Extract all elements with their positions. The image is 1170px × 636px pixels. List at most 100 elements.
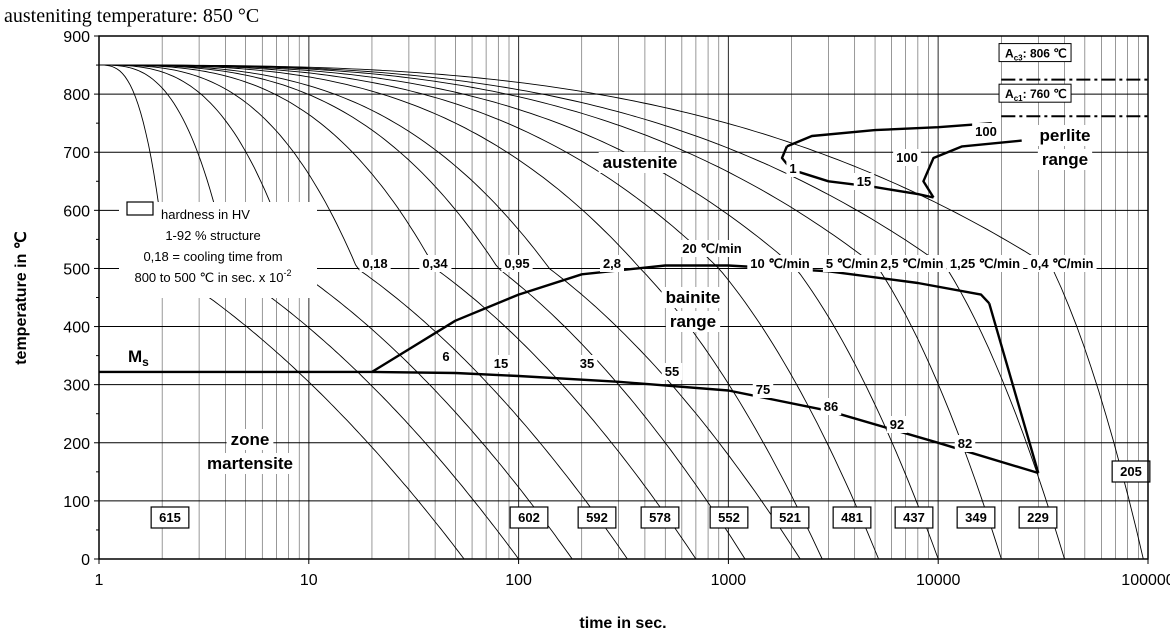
structure-percent-label: 55 — [665, 364, 679, 379]
region-label-bg — [203, 453, 297, 474]
structure-percent-label-bg — [786, 160, 800, 177]
cooling-curve — [99, 64, 746, 560]
legend-hardness-box — [126, 201, 154, 216]
y-tick-label: 600 — [63, 203, 90, 220]
legend-line-1: hardness in HV — [161, 207, 250, 222]
region-label: austenite — [603, 153, 678, 172]
legend-line-4: 800 to 500 ℃ in sec. x 10-2 — [134, 268, 291, 285]
transformation-curves — [99, 122, 1040, 475]
cooling-curve — [99, 64, 697, 560]
structure-percent-label: 75 — [756, 382, 770, 397]
hardness-value: 615 — [159, 510, 181, 525]
region-label-bg — [661, 287, 725, 308]
structure-percent-label: 35 — [580, 356, 594, 371]
hardness-value: 602 — [518, 510, 540, 525]
structure-percent-label-bg — [576, 355, 598, 372]
region-label: range — [670, 312, 716, 331]
bainite-start-line — [371, 264, 991, 373]
structure-percent-label: 1 — [789, 161, 796, 176]
hardness-value: 437 — [903, 510, 925, 525]
y-tick-label: 500 — [63, 261, 90, 278]
structure-percent-label-bg — [490, 355, 512, 372]
cooling-rate-label: 10 ℃/min — [750, 256, 809, 271]
y-tick-label: 900 — [63, 29, 90, 46]
hardness-value: 521 — [779, 510, 801, 525]
cooling-rate-label-bg — [679, 240, 745, 257]
critical-temperature-label: Ac3: 806 ℃ — [1005, 47, 1067, 63]
bainite-end-line — [371, 370, 1039, 475]
legend-line-2: 1-92 % structure — [165, 228, 260, 243]
cooling-curve — [99, 64, 573, 560]
structure-percent-label: 15 — [857, 174, 871, 189]
bainite-right-line — [988, 302, 1040, 474]
hardness-value: 205 — [1120, 464, 1142, 479]
cooling-curve — [99, 64, 628, 560]
cooling-rate-label-bg — [877, 255, 947, 272]
structure-percent-label-bg — [661, 363, 683, 380]
structure-percent-label-bg — [972, 123, 1000, 140]
structure-percent-label: 6 — [442, 349, 449, 364]
y-tick-label: 300 — [63, 378, 90, 395]
region-label: zone — [231, 430, 270, 449]
structure-percent-label-bg — [853, 173, 875, 190]
structure-percent-label: 100 — [975, 124, 997, 139]
hardness-value: 552 — [718, 510, 740, 525]
chart-title: austeniting temperature: 850 °C — [4, 5, 259, 27]
cooling-rate-label-bg — [747, 255, 813, 272]
cooling-rate-label-bg — [419, 255, 452, 272]
hardness-value: 592 — [586, 510, 608, 525]
structure-percent-label: 82 — [958, 436, 972, 451]
pearlite-end-line — [922, 139, 1022, 199]
cooling-curve — [99, 64, 519, 560]
y-axis-title: temperature in ℃ — [13, 231, 30, 365]
region-label-bg — [665, 311, 721, 332]
region-label-bg — [1035, 125, 1095, 146]
region-label: martensite — [207, 454, 293, 473]
region-label-bg — [226, 429, 274, 450]
cooling-rate-label: 5 ℃/min — [826, 256, 878, 271]
structure-percent-label-bg — [954, 435, 976, 452]
hardness-box — [894, 506, 934, 529]
pearlite-start-line — [780, 145, 934, 199]
region-label-bg — [1037, 149, 1093, 170]
critical-temperature-box — [998, 83, 1072, 103]
cooling-rate-label-bg — [599, 255, 625, 272]
ms-label: Ms — [128, 347, 149, 369]
hardness-box — [956, 506, 996, 529]
y-tick-label: 800 — [63, 87, 90, 104]
cooling-rate-label: 1,25 ℃/min — [950, 256, 1020, 271]
critical-temperature-label: Ac1: 760 ℃ — [1005, 87, 1067, 103]
cooling-curves — [99, 64, 1144, 560]
hardness-box — [770, 506, 810, 529]
cooling-rate-label-bg — [501, 255, 533, 272]
cooling-rate-label-bg — [359, 255, 391, 272]
structure-percent-label-bg — [893, 149, 921, 166]
region-label-bg — [598, 152, 682, 173]
hardness-value: 229 — [1027, 510, 1049, 525]
hardness-box — [640, 506, 680, 529]
structure-percent-label-bg — [752, 381, 774, 398]
cooling-rate-label: 2,8 — [603, 256, 621, 271]
region-label: range — [1042, 150, 1088, 169]
x-tick-label: 10000 — [916, 572, 961, 589]
hardness-box — [150, 506, 190, 529]
hardness-box — [1018, 506, 1058, 529]
x-axis-title: time in sec. — [579, 615, 666, 632]
x-tick-label: 1000 — [711, 572, 747, 589]
y-tick-label: 0 — [81, 552, 90, 569]
cooling-rate-label: 0,34 — [422, 256, 448, 271]
hardness-box — [832, 506, 872, 529]
x-tick-label: 1 — [95, 572, 104, 589]
cooling-curve — [99, 64, 880, 560]
cooling-curve — [99, 64, 823, 560]
structure-percent-label: 100 — [896, 150, 918, 165]
y-tick-label: 100 — [63, 494, 90, 511]
cooling-rate-label: 0,95 — [504, 256, 529, 271]
hardness-value: 481 — [841, 510, 863, 525]
region-label: perlite — [1039, 126, 1090, 145]
structure-percent-label: 15 — [494, 356, 508, 371]
hardness-box — [509, 506, 549, 529]
